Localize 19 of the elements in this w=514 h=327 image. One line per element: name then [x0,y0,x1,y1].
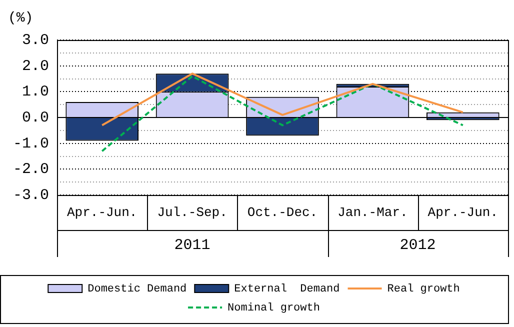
y-tick-label: -3.0 [12,186,49,204]
legend-label: Domestic Demand [88,283,187,296]
y-tick-label: 2.0 [22,58,49,75]
text: 2011 [174,236,210,254]
x-tick-label: Jul.-Sep. [157,205,228,220]
legend-label: Real growth [387,283,460,296]
x-tick-label: Oct.-Dec. [247,205,318,220]
x-tick-label: Apr.-Jun. [66,205,138,220]
y-tick-label: 3.0 [22,32,49,49]
y-tick-label: 1.0 [22,84,49,101]
legend-label: Nominal growth [228,302,320,314]
x-tick-label: Jan.-Mar. [338,205,408,220]
text: 2012 [400,236,436,254]
legend-label: External Demand [234,283,340,296]
y-tick-label: 0.0 [22,109,49,126]
y-tick-label: -2.0 [12,161,49,178]
y-axis-title: (%) [8,10,34,27]
x-tick-label: Apr.-Jun. [428,205,498,220]
y-tick-label: -1.0 [12,135,49,152]
